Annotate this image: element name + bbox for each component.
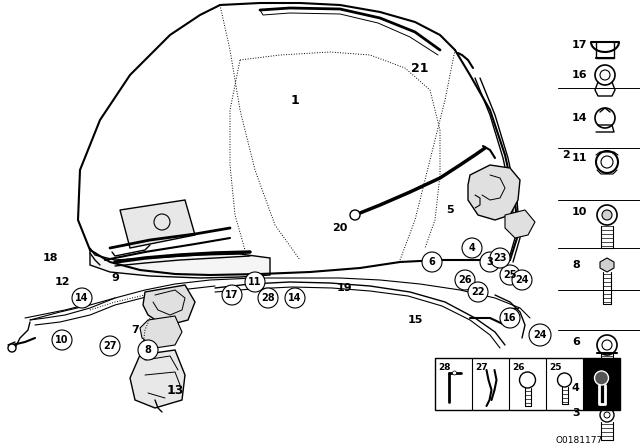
Circle shape xyxy=(452,371,456,375)
Circle shape xyxy=(245,272,265,292)
Text: 25: 25 xyxy=(503,270,516,280)
Circle shape xyxy=(8,344,16,352)
Text: 2: 2 xyxy=(562,150,570,160)
Text: 27: 27 xyxy=(475,363,488,372)
Text: 11: 11 xyxy=(248,277,262,287)
Text: 24: 24 xyxy=(586,363,598,372)
Polygon shape xyxy=(435,358,620,410)
Text: 9: 9 xyxy=(111,273,119,283)
Polygon shape xyxy=(120,200,195,248)
Text: 25: 25 xyxy=(549,363,561,372)
Text: 4: 4 xyxy=(468,243,476,253)
Text: 18: 18 xyxy=(42,253,58,263)
Circle shape xyxy=(350,210,360,220)
Circle shape xyxy=(222,285,242,305)
Text: 10: 10 xyxy=(55,335,68,345)
Polygon shape xyxy=(130,350,185,408)
Text: 13: 13 xyxy=(166,383,184,396)
Circle shape xyxy=(138,340,158,360)
Text: 6: 6 xyxy=(572,337,580,347)
Text: 17: 17 xyxy=(572,40,588,50)
Circle shape xyxy=(500,265,520,285)
Polygon shape xyxy=(143,285,195,326)
Text: 28: 28 xyxy=(438,363,451,372)
Circle shape xyxy=(595,371,609,385)
Circle shape xyxy=(500,308,520,328)
Text: 10: 10 xyxy=(572,207,588,217)
Text: 17: 17 xyxy=(225,290,239,300)
Circle shape xyxy=(468,282,488,302)
Text: 26: 26 xyxy=(512,363,525,372)
Polygon shape xyxy=(468,165,520,220)
Text: 14: 14 xyxy=(572,113,588,123)
Text: 28: 28 xyxy=(261,293,275,303)
Polygon shape xyxy=(583,358,620,410)
Polygon shape xyxy=(505,210,535,238)
Text: 4: 4 xyxy=(572,383,580,393)
Circle shape xyxy=(100,336,120,356)
Text: 8: 8 xyxy=(572,260,580,270)
Text: 8: 8 xyxy=(145,345,152,355)
Circle shape xyxy=(602,210,612,220)
Text: 3: 3 xyxy=(486,257,493,267)
Text: 26: 26 xyxy=(458,275,472,285)
Text: 21: 21 xyxy=(412,61,429,74)
Circle shape xyxy=(52,330,72,350)
Text: 11: 11 xyxy=(572,153,588,163)
Text: 14: 14 xyxy=(76,293,89,303)
Text: 7: 7 xyxy=(131,325,139,335)
Circle shape xyxy=(422,252,442,272)
Circle shape xyxy=(490,248,510,268)
Text: 12: 12 xyxy=(54,277,70,287)
Circle shape xyxy=(529,324,551,346)
Text: 16: 16 xyxy=(572,70,588,80)
Polygon shape xyxy=(600,258,614,272)
Circle shape xyxy=(480,252,500,272)
Text: 19: 19 xyxy=(337,283,353,293)
Polygon shape xyxy=(90,248,270,278)
Text: 5: 5 xyxy=(446,205,454,215)
Circle shape xyxy=(455,270,475,290)
Polygon shape xyxy=(140,316,182,348)
Circle shape xyxy=(72,288,92,308)
Text: O0181177: O0181177 xyxy=(555,435,602,444)
Text: 6: 6 xyxy=(429,257,435,267)
Text: 24: 24 xyxy=(533,330,547,340)
Text: 3: 3 xyxy=(572,408,580,418)
Text: 27: 27 xyxy=(103,341,116,351)
Circle shape xyxy=(285,288,305,308)
Circle shape xyxy=(512,270,532,290)
Circle shape xyxy=(605,388,609,392)
Circle shape xyxy=(462,238,482,258)
Text: 20: 20 xyxy=(332,223,348,233)
Text: 16: 16 xyxy=(503,313,516,323)
Text: 14: 14 xyxy=(288,293,301,303)
Text: 24: 24 xyxy=(515,275,529,285)
Circle shape xyxy=(258,288,278,308)
Text: 23: 23 xyxy=(493,253,507,263)
Text: 15: 15 xyxy=(407,315,422,325)
Text: 22: 22 xyxy=(471,287,484,297)
Text: 1: 1 xyxy=(291,94,300,107)
